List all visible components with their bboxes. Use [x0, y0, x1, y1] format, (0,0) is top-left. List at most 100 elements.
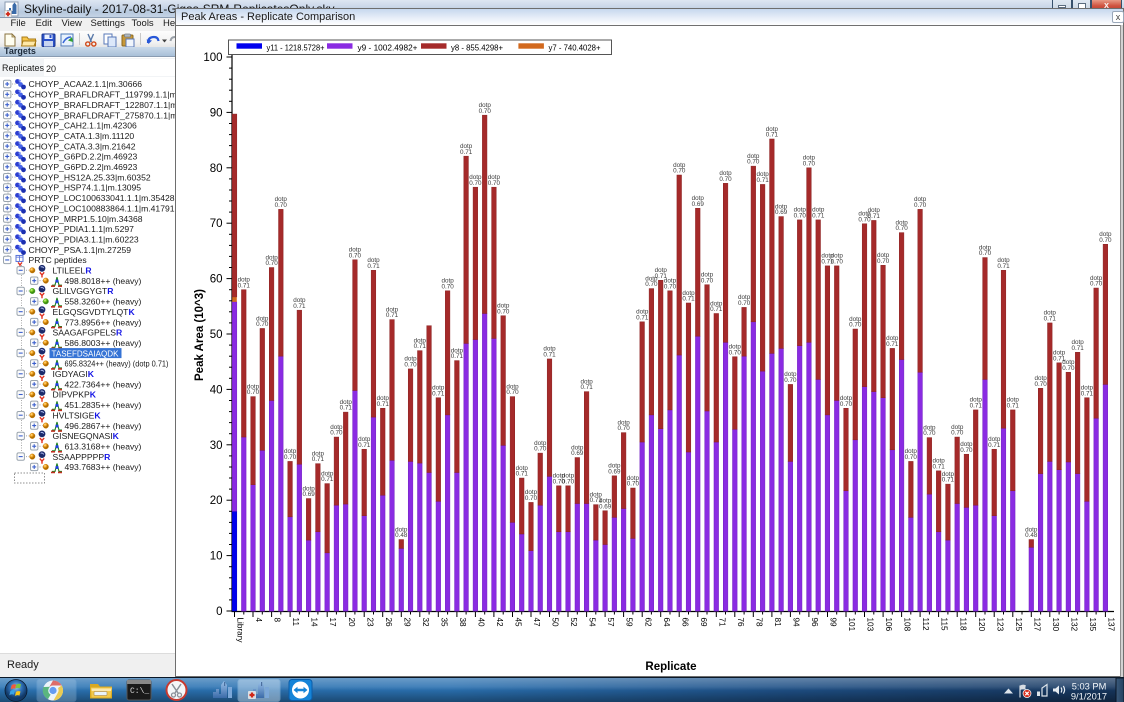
- svg-text:dotp: dotp: [543, 346, 556, 353]
- svg-text:0.70: 0.70: [914, 202, 927, 209]
- svg-text:Peak Area (10^3): Peak Area (10^3): [194, 289, 206, 381]
- svg-text:11: 11: [291, 618, 300, 627]
- svg-text:23: 23: [365, 618, 374, 628]
- svg-text:dotp: dotp: [238, 277, 251, 284]
- svg-text:0.71: 0.71: [710, 306, 723, 313]
- svg-text:dotp: dotp: [1053, 350, 1066, 357]
- svg-text:dotp: dotp: [256, 315, 269, 322]
- svg-text:0.70: 0.70: [747, 159, 760, 166]
- svg-text:dotp: dotp: [330, 424, 343, 431]
- svg-text:dotp: dotp: [349, 247, 362, 254]
- svg-text:dotp: dotp: [358, 436, 371, 443]
- svg-text:dotp: dotp: [451, 347, 464, 354]
- svg-text:0.70: 0.70: [719, 176, 732, 183]
- svg-text:0.71: 0.71: [358, 442, 371, 449]
- svg-text:9/1/2017: 9/1/2017: [1071, 692, 1107, 702]
- svg-text:45: 45: [514, 618, 523, 628]
- svg-text:38: 38: [458, 618, 467, 628]
- svg-text:dotp: dotp: [719, 170, 732, 177]
- svg-text:0.71: 0.71: [988, 442, 1001, 449]
- svg-text:10: 10: [210, 551, 223, 563]
- svg-text:Replicate: Replicate: [645, 661, 696, 673]
- svg-text:dotp: dotp: [1025, 526, 1038, 533]
- svg-text:0.71: 0.71: [238, 282, 251, 289]
- svg-text:dotp: dotp: [849, 316, 862, 323]
- svg-text:dotp: dotp: [516, 465, 529, 472]
- svg-text:dotp: dotp: [831, 253, 844, 260]
- svg-text:123: 123: [995, 618, 1004, 632]
- svg-text:0.70: 0.70: [256, 321, 269, 328]
- svg-text:0.70: 0.70: [794, 213, 807, 220]
- svg-text:C:\_: C:\_: [130, 687, 149, 696]
- svg-text:dotp: dotp: [914, 196, 927, 203]
- svg-text:4: 4: [254, 618, 263, 623]
- svg-text:dotp: dotp: [284, 448, 297, 455]
- svg-text:773.8956++ (heavy): 773.8956++ (heavy): [65, 317, 142, 327]
- svg-text:0.70: 0.70: [1062, 365, 1075, 372]
- svg-text:0.71: 0.71: [1071, 345, 1084, 352]
- svg-text:dotp: dotp: [367, 257, 380, 264]
- svg-text:125: 125: [1014, 618, 1023, 632]
- svg-text:0.71: 0.71: [756, 177, 769, 184]
- svg-text:CHOYP_CAH2.1.1|m.42306: CHOYP_CAH2.1.1|m.42306: [29, 121, 137, 131]
- svg-text:dotp: dotp: [275, 196, 288, 203]
- svg-text:dotp: dotp: [794, 207, 807, 214]
- svg-text:CHOYP_BRAFLDRAFT_275870.1.1|m.: CHOYP_BRAFLDRAFT_275870.1.1|m.12895: [29, 110, 177, 120]
- svg-text:586.8003++ (heavy): 586.8003++ (heavy): [65, 338, 142, 348]
- svg-text:0.71: 0.71: [432, 390, 445, 397]
- svg-text:dotp: dotp: [932, 458, 945, 465]
- svg-text:0.71: 0.71: [1044, 316, 1057, 323]
- svg-text:496.2867++ (heavy): 496.2867++ (heavy): [65, 421, 142, 431]
- svg-text:613.3168++ (heavy): 613.3168++ (heavy): [65, 441, 142, 451]
- svg-text:PRTC peptides: PRTC peptides: [29, 255, 87, 265]
- svg-text:76: 76: [736, 618, 745, 628]
- svg-text:dotp: dotp: [395, 526, 408, 533]
- svg-text:dotp: dotp: [1090, 275, 1103, 282]
- svg-text:dotp: dotp: [673, 162, 686, 169]
- svg-text:dotp: dotp: [386, 306, 399, 313]
- svg-text:dotp: dotp: [265, 254, 278, 261]
- svg-text:dotp: dotp: [979, 244, 992, 251]
- svg-text:0.70: 0.70: [562, 478, 575, 485]
- svg-text:0.71: 0.71: [414, 343, 427, 350]
- svg-text:118: 118: [958, 618, 967, 631]
- svg-text:CHOYP_LOC100883864.1.1|m.41791: CHOYP_LOC100883864.1.1|m.41791: [29, 203, 175, 213]
- svg-text:CHOYP_HS12A.25.33|m.60352: CHOYP_HS12A.25.33|m.60352: [29, 172, 151, 182]
- svg-text:0.70: 0.70: [729, 349, 742, 356]
- svg-text:108: 108: [903, 618, 912, 632]
- svg-text:0.70: 0.70: [831, 259, 844, 266]
- svg-text:101: 101: [847, 618, 856, 632]
- svg-text:0.70: 0.70: [506, 389, 519, 396]
- svg-text:0: 0: [216, 606, 222, 618]
- svg-text:0.70: 0.70: [479, 108, 492, 115]
- svg-text:dotp: dotp: [1062, 359, 1075, 366]
- svg-text:dotp: dotp: [506, 383, 519, 390]
- svg-text:135: 135: [1088, 618, 1097, 632]
- svg-text:0.71: 0.71: [340, 405, 353, 412]
- svg-text:dotp: dotp: [302, 485, 315, 492]
- svg-text:14: 14: [310, 618, 319, 628]
- svg-text:y9 - 1002.4982+: y9 - 1002.4982+: [358, 43, 418, 53]
- svg-text:HVLTSIGEK: HVLTSIGEK: [53, 410, 102, 420]
- svg-text:0.70: 0.70: [895, 225, 908, 232]
- svg-text:y8 - 855.4298+: y8 - 855.4298+: [451, 43, 503, 53]
- svg-text:132: 132: [1070, 618, 1079, 632]
- svg-text:dotp: dotp: [951, 424, 964, 431]
- svg-text:dotp: dotp: [488, 174, 501, 181]
- svg-text:0.71: 0.71: [766, 132, 779, 139]
- svg-text:CHOYP_LOC100633041.1.1|m.35428: CHOYP_LOC100633041.1.1|m.35428: [29, 193, 175, 203]
- svg-text:dotp: dotp: [312, 450, 325, 457]
- svg-text:0.70: 0.70: [645, 281, 658, 288]
- svg-text:100: 100: [203, 52, 222, 64]
- svg-text:dotp: dotp: [432, 385, 445, 392]
- svg-text:CHOYP_PDIA3.1.1|m.60223: CHOYP_PDIA3.1.1|m.60223: [29, 234, 139, 244]
- svg-text:CHOYP_MRP1.5.10|m.34368: CHOYP_MRP1.5.10|m.34368: [29, 214, 143, 224]
- svg-text:60: 60: [210, 274, 223, 286]
- svg-text:dotp: dotp: [460, 143, 473, 150]
- svg-text:8: 8: [273, 618, 282, 623]
- svg-text:dotp: dotp: [469, 174, 482, 181]
- svg-text:dotp: dotp: [1044, 310, 1057, 317]
- svg-text:dotp: dotp: [942, 471, 955, 478]
- svg-text:dotp: dotp: [692, 195, 705, 202]
- svg-text:40: 40: [210, 384, 223, 396]
